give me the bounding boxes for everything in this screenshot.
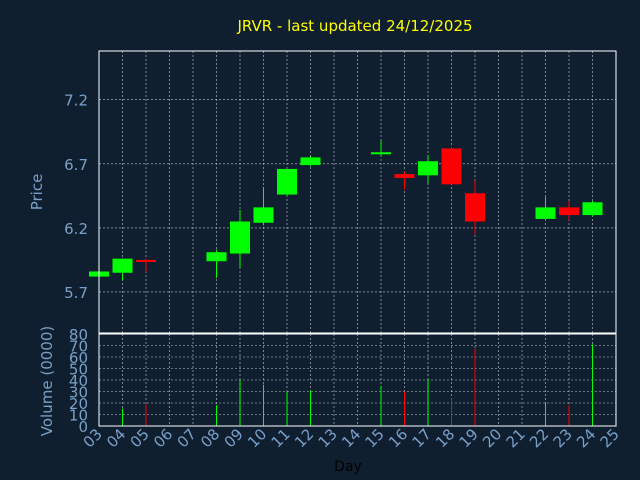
candle-body	[206, 252, 227, 262]
x-tick-label: 13	[315, 425, 341, 451]
candle-body	[230, 221, 250, 254]
volume-tick-label: 60	[69, 349, 88, 367]
volume-tick-label: 20	[69, 395, 88, 413]
candle-body	[394, 174, 415, 178]
candle-up	[300, 156, 321, 167]
price-axis-label: Price	[28, 174, 46, 211]
x-tick-label: 11	[268, 425, 294, 451]
x-tick-label: 15	[362, 425, 388, 451]
x-tick-label: 19	[456, 425, 482, 451]
candle-body	[136, 259, 156, 262]
price-tick-label: 7.2	[64, 92, 88, 110]
price-tick-label: 6.7	[64, 156, 88, 174]
x-tick-label: 25	[597, 425, 623, 451]
volume-tick-label: 80	[69, 326, 88, 344]
x-tick-label: 22	[526, 425, 552, 451]
candle-body	[535, 207, 556, 219]
price-tick-label: 6.2	[64, 220, 88, 238]
candle-up	[230, 209, 250, 268]
candle-body	[112, 258, 133, 273]
price-y-ticks: 5.7 6.2 6.7 7.2	[64, 92, 88, 302]
day-x-ticks: 0304050607080910111213141516171819202122…	[80, 425, 623, 451]
volume-axis-label: Volume (0000)	[38, 326, 56, 436]
price-grid	[98, 51, 617, 333]
candle-down	[394, 171, 415, 190]
candle-body	[441, 148, 462, 185]
volume-bars	[98, 344, 593, 426]
price-plot-frame	[98, 50, 617, 334]
candle-up	[418, 154, 438, 184]
x-tick-label: 21	[503, 425, 529, 451]
x-axis-label: Day	[334, 459, 362, 475]
candle-up	[535, 197, 556, 219]
candle-body	[465, 193, 485, 222]
candle-body	[300, 157, 321, 166]
x-tick-label: 24	[573, 425, 599, 451]
x-tick-label: 17	[409, 425, 435, 451]
volume-tick-label: 30	[69, 384, 88, 402]
x-tick-label: 14	[338, 425, 364, 451]
volume-tick-label: 0	[78, 418, 88, 436]
x-tick-label: 12	[291, 425, 317, 451]
candle-up	[582, 200, 603, 217]
x-tick-label: 10	[244, 425, 270, 451]
x-tick-label: 04	[103, 425, 129, 451]
candle-body	[559, 207, 579, 216]
candle-up	[206, 249, 227, 278]
x-tick-label: 08	[197, 425, 223, 451]
candle-down	[136, 258, 156, 272]
price-tick-label: 5.7	[64, 284, 88, 302]
x-tick-label: 09	[221, 425, 247, 451]
candle-body	[371, 152, 391, 155]
candle-down	[559, 200, 579, 221]
x-tick-label: 06	[150, 425, 176, 451]
candle-down	[465, 180, 485, 235]
candle-body	[418, 161, 438, 176]
candle-up	[112, 258, 133, 281]
volume-tick-label: 40	[69, 372, 88, 390]
candle-up	[277, 168, 297, 196]
volume-grid	[98, 333, 617, 427]
candle-down	[441, 147, 462, 185]
x-tick-label: 07	[174, 425, 200, 451]
x-tick-label: 05	[127, 425, 153, 451]
price-candles	[89, 140, 603, 281]
volume-tick-label: 50	[69, 361, 88, 379]
candle-body	[253, 207, 274, 223]
x-tick-label: 20	[479, 425, 505, 451]
volume-plot-frame	[98, 333, 617, 427]
x-tick-label: 23	[550, 425, 576, 451]
x-tick-label: 16	[385, 425, 411, 451]
volume-tick-label: 70	[69, 338, 88, 356]
chart-title: JRVR - last updated 24/12/2025	[236, 17, 472, 35]
candle-body	[277, 168, 297, 195]
volume-tick-label: 10	[69, 407, 88, 425]
candle-up	[371, 140, 391, 157]
x-tick-label: 18	[432, 425, 458, 451]
candle-body	[582, 202, 603, 216]
candle-up	[253, 186, 274, 226]
